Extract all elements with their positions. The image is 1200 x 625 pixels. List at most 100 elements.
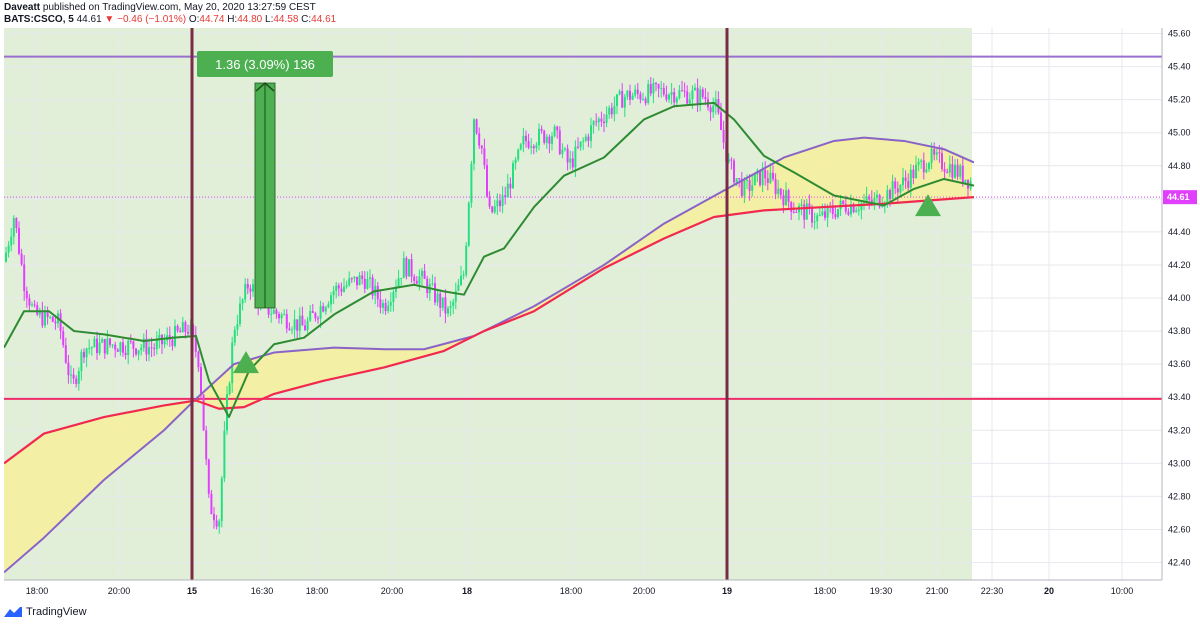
candle-body: [31, 304, 33, 306]
time-axis[interactable]: 18:00 20:00 15 16:30 18:00 20:00 18 18:00 20:00 1…: [4, 579, 1162, 596]
buy-arrow-icon: [915, 194, 941, 217]
candle-body: [935, 152, 938, 155]
candle-body: [62, 331, 65, 346]
candle-body: [452, 301, 455, 307]
candle-body: [600, 118, 603, 122]
candle-body: [678, 90, 681, 98]
candle-body: [764, 169, 767, 179]
candle-body: [772, 172, 774, 180]
candle-body: [545, 136, 548, 143]
moving-averages: [4, 101, 975, 574]
candle-body: [891, 181, 894, 199]
price-tick-label: 45.60: [1168, 29, 1191, 39]
candle-body: [379, 299, 382, 308]
time-tick-label: 19:30: [870, 586, 893, 596]
candle-body: [597, 118, 600, 123]
high-label: H:: [227, 14, 238, 25]
candle-body: [285, 314, 288, 329]
close-label: C:: [301, 14, 312, 25]
candle-body: [959, 165, 962, 177]
candle-body: [148, 347, 150, 355]
candle-body: [564, 148, 566, 150]
candle-body: [158, 334, 161, 341]
change-value: −0.46 (−1.01%): [117, 14, 187, 25]
candle-body: [376, 285, 379, 300]
candle-body: [140, 347, 143, 351]
candle-body: [395, 286, 397, 292]
candle-body: [925, 169, 928, 173]
candle-body: [582, 140, 585, 142]
candle-body: [358, 275, 361, 286]
candle-body: [709, 107, 712, 113]
price-tick-label: 43.40: [1168, 392, 1191, 402]
candle-body: [7, 245, 10, 253]
candle-body: [532, 146, 535, 149]
candle-body: [948, 164, 951, 173]
candle-body: [288, 328, 291, 330]
price-tick-label: 45.20: [1168, 95, 1191, 105]
candle-body: [33, 304, 36, 306]
candle-body: [740, 178, 743, 196]
time-tick-label: 18:00: [306, 586, 329, 596]
time-tick-label: 20:00: [108, 586, 131, 596]
candle-body: [644, 98, 647, 104]
session-background: [4, 28, 972, 580]
candle-body: [145, 338, 148, 355]
candle-body: [748, 179, 751, 191]
candle-body: [132, 341, 135, 349]
candle-body: [36, 305, 39, 315]
candle-body: [701, 89, 704, 97]
candle-body: [964, 179, 967, 183]
candle-body: [493, 206, 496, 213]
candle-body: [88, 347, 91, 349]
candle-body: [10, 236, 13, 246]
candle-body: [662, 88, 665, 95]
candle-body: [462, 274, 465, 276]
candle-body: [951, 164, 954, 178]
candle-body: [592, 121, 595, 126]
candle-body: [824, 211, 826, 218]
measure-tool[interactable]: 1.36 (3.09%) 136: [197, 51, 333, 309]
publisher-name[interactable]: Daveatt: [4, 2, 41, 13]
candle-body: [603, 121, 605, 124]
candle-body: [356, 276, 358, 286]
ma-cloud-fill: [4, 137, 972, 573]
trading-session-shade: [4, 28, 972, 580]
candle-body: [460, 275, 462, 285]
candle-body: [769, 172, 772, 183]
candle-body: [491, 206, 494, 213]
candle-body: [426, 278, 429, 294]
last-value: 44.61: [76, 14, 102, 25]
candle-body: [538, 128, 540, 146]
candle-body: [444, 297, 447, 314]
symbol-legend: BATS:CSCO, 5 44.61 ▼ −0.46 (−1.01%) O:44…: [4, 14, 336, 25]
candle-body: [714, 99, 717, 106]
candle-body: [330, 295, 332, 305]
candle-body: [886, 190, 889, 203]
candle-body: [811, 207, 813, 223]
time-tick-label: 15: [187, 586, 197, 596]
candle-body: [197, 351, 200, 368]
candle-body: [236, 324, 239, 330]
candle-body: [28, 298, 31, 306]
candle-body: [44, 310, 46, 326]
fast-ma-line: [4, 101, 975, 419]
candle-body: [405, 258, 408, 277]
candle-body: [774, 179, 777, 194]
candle-body: [98, 342, 101, 354]
candle-body: [912, 169, 915, 178]
candle-body: [483, 148, 486, 166]
candle-body: [80, 351, 83, 372]
candle-body: [681, 90, 683, 92]
candle-body: [522, 135, 525, 145]
tradingview-brand[interactable]: TradingView: [4, 606, 87, 618]
candle-body: [805, 203, 808, 220]
candle-body: [90, 347, 93, 349]
price-axis[interactable]: 45.6045.4045.2045.0044.8044.6044.4044.20…: [1161, 28, 1197, 580]
candle-body: [64, 345, 67, 363]
candle-body: [917, 161, 920, 165]
candle-body: [961, 165, 964, 183]
candle-body: [275, 309, 278, 315]
time-tick-label: 19: [722, 586, 732, 596]
